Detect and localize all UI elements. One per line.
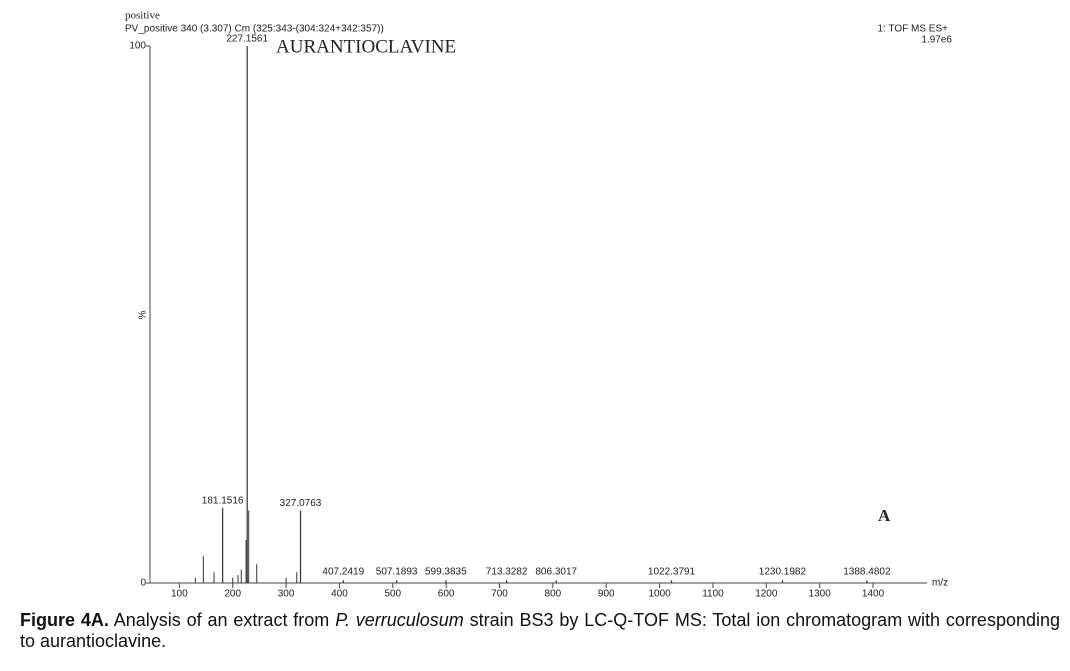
x-tick-label: 1400 [862, 589, 885, 600]
peak-label: 713.3282 [486, 567, 528, 578]
y-tick-label: 100 [129, 41, 146, 52]
peak-label: 507.1893 [376, 567, 418, 578]
caption-label: Figure 4A. [20, 610, 109, 630]
y-axis-label: % [138, 310, 149, 319]
chart: positive PV_positive 340 (3.307) Cm (325… [125, 10, 952, 600]
x-tick-label: 700 [491, 589, 508, 600]
peak-label: 227.1561 [226, 34, 268, 45]
peak-label: 327.0763 [280, 498, 322, 509]
header-left: positive [125, 10, 160, 22]
caption-species: P. verruculosum [335, 610, 464, 630]
peak-label: 599.3835 [425, 567, 467, 578]
x-tick-label: 100 [171, 589, 188, 600]
x-tick-label: 1100 [702, 589, 724, 600]
chart-title: AURANTIOCLAVINE [276, 36, 456, 57]
peak-label: 1022.3791 [648, 567, 696, 578]
x-tick-label: 500 [384, 589, 401, 600]
peak-label: 806.3017 [535, 567, 577, 578]
x-tick-label: 200 [224, 589, 241, 600]
x-tick-label: 600 [438, 589, 455, 600]
caption: Figure 4A. Analysis of an extract from P… [20, 610, 1060, 652]
peak-label: 1388.4802 [843, 567, 891, 578]
x-tick-label: 1000 [648, 589, 671, 600]
max-intensity: 1.97e6 [921, 35, 952, 46]
peak-label: 407.2419 [322, 567, 364, 578]
x-tick-label: 800 [545, 589, 562, 600]
x-tick-label: 1200 [755, 589, 778, 600]
peak-label: 1230.1982 [759, 567, 807, 578]
panel-label: A [878, 506, 891, 525]
x-axis-label: m/z [932, 578, 948, 589]
header-info: PV_positive 340 (3.307) Cm (325:343-(304… [125, 24, 384, 35]
y-tick-label: 0 [140, 578, 146, 589]
x-tick-label: 300 [278, 589, 295, 600]
x-tick-label: 1300 [809, 589, 832, 600]
x-tick-label: 400 [331, 589, 348, 600]
x-tick-label: 900 [598, 589, 615, 600]
caption-text: Analysis of an extract from [108, 610, 336, 630]
header-right: 1: TOF MS ES+ [878, 24, 949, 35]
peak-label: 181.1516 [202, 495, 244, 506]
caption-text: strain BS3 by LC-Q-TOF MS: Total ion chr… [20, 610, 1061, 651]
